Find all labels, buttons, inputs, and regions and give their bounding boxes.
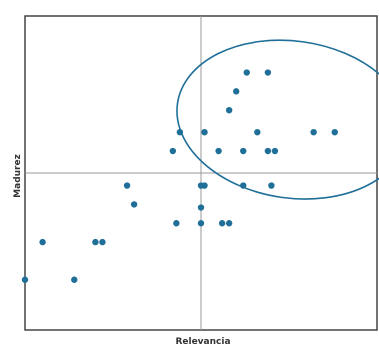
data-point-3 (233, 88, 240, 95)
highlight-layer (176, 39, 379, 200)
data-point-30 (71, 276, 78, 283)
data-point-7 (254, 128, 261, 136)
data-point-4 (225, 107, 233, 114)
data-point-12 (240, 147, 247, 155)
data-point-11 (215, 147, 222, 155)
y-axis-title: Madurez (13, 154, 23, 198)
highlight-ellipse (176, 39, 379, 200)
data-point-23 (197, 220, 205, 227)
data-point-19 (268, 182, 275, 189)
data-point-29 (21, 276, 29, 283)
data-point-24 (218, 220, 226, 227)
data-point-2 (264, 69, 272, 76)
data-point-26 (39, 238, 46, 246)
data-point-28 (99, 238, 106, 246)
x-axis-title: Relevancia (175, 337, 230, 347)
data-point-20 (130, 201, 138, 208)
data-point-9 (331, 128, 338, 136)
data-point-17 (201, 182, 208, 189)
data-point-22 (173, 220, 180, 227)
data-point-25 (225, 220, 233, 227)
data-point-8 (310, 128, 317, 136)
data-point-14 (271, 147, 279, 155)
data-point-21 (197, 204, 205, 211)
data-point-1 (243, 69, 250, 76)
data-point-10 (169, 147, 177, 155)
data-point-15 (123, 182, 131, 189)
quadrant-dividers (25, 16, 377, 330)
data-point-27 (92, 238, 99, 246)
data-point-13 (264, 147, 272, 155)
data-points (21, 69, 338, 283)
data-point-6 (201, 128, 208, 136)
